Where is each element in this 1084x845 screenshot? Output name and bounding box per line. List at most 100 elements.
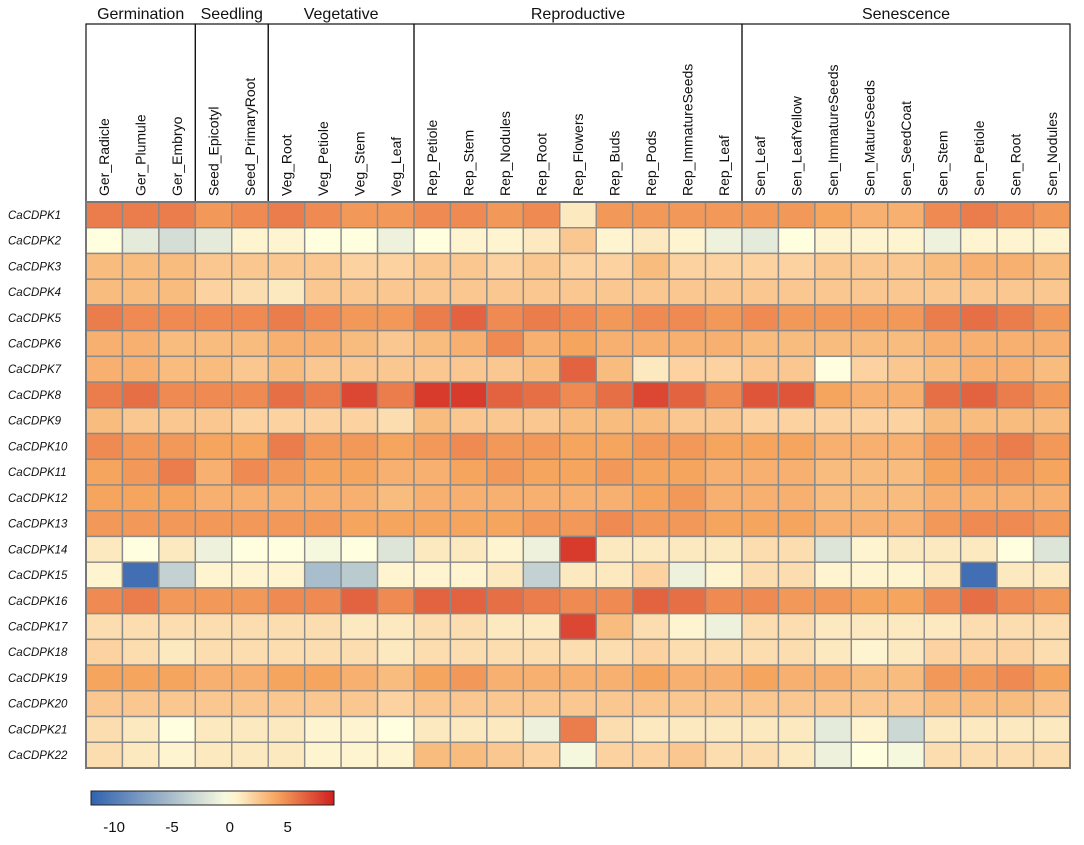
heatmap-cell (522, 741, 561, 769)
heatmap-cell (595, 329, 634, 358)
heatmap-cell (522, 381, 561, 409)
heatmap-cell (777, 458, 816, 486)
heatmap-cell (595, 535, 634, 563)
heatmap-cell (631, 304, 670, 332)
heatmap-cell (340, 510, 379, 538)
heatmap-cell (704, 201, 743, 229)
heatmap-cell (121, 227, 160, 255)
column-label-rep-petiole: Rep_Petiole (424, 120, 440, 196)
heatmap-cell (303, 612, 342, 641)
heatmap-cell (303, 458, 342, 486)
heatmap-cell (486, 458, 525, 486)
heatmap-cell (158, 715, 197, 743)
heatmap-cell (231, 407, 269, 435)
heatmap-cell (814, 407, 853, 435)
heatmap-cell (631, 407, 670, 435)
heatmap-cell (522, 304, 561, 332)
heatmap-cell (376, 278, 415, 306)
heatmap-cell (923, 355, 962, 383)
heatmap-cell (1032, 458, 1071, 486)
heatmap-cell (449, 510, 488, 538)
heatmap-cell (814, 201, 853, 229)
heatmap-cell (85, 741, 124, 769)
heatmap-cell (996, 638, 1035, 666)
heatmap-cell (231, 561, 269, 589)
heatmap-cell (194, 278, 233, 306)
heatmap-cell (741, 561, 780, 589)
stage-group-title-vegetative: Vegetative (304, 6, 379, 23)
heatmap-cell (996, 690, 1035, 718)
heatmap-cell (267, 715, 306, 743)
row-label-cacdpk13: CaCDPK13 (8, 519, 68, 531)
heatmap-cell (158, 227, 197, 255)
heatmap-cell (449, 252, 488, 280)
heatmap-cell (449, 612, 488, 641)
heatmap-cell (777, 612, 816, 641)
heatmap-cell (1032, 407, 1071, 435)
heatmap-cell (996, 484, 1035, 512)
heatmap-cell (814, 715, 853, 743)
row-label-cacdpk9: CaCDPK9 (8, 416, 62, 428)
heatmap-cell (996, 201, 1035, 229)
heatmap-cell (887, 201, 925, 229)
heatmap-cell (887, 535, 925, 563)
heatmap-cell (996, 304, 1035, 332)
heatmap-cell (376, 407, 415, 435)
heatmap-cell (303, 741, 342, 769)
heatmap-cell (267, 329, 306, 358)
column-label-rep-buds: Rep_Buds (606, 131, 622, 196)
column-label-rep-stem: Rep_Stem (461, 130, 477, 196)
heatmap-cell (449, 458, 488, 486)
heatmap-cell (814, 227, 853, 255)
heatmap-cell (559, 535, 597, 563)
heatmap-cell (121, 715, 160, 743)
heatmap-cell (631, 612, 670, 641)
heatmap-cell (668, 535, 707, 563)
heatmap-cell (194, 329, 233, 358)
heatmap-cell (340, 715, 379, 743)
heatmap-cell (996, 535, 1035, 563)
heatmap-cell (741, 432, 780, 460)
heatmap-cell (595, 612, 634, 641)
column-label-seed-primaryroot: Seed_PrimaryRoot (242, 78, 258, 196)
heatmap-cell (777, 304, 816, 332)
heatmap-cell (595, 587, 634, 615)
heatmap-cell (376, 664, 415, 692)
heatmap-cell (158, 329, 197, 358)
heatmap-cell (522, 484, 561, 512)
heatmap-cell (340, 741, 379, 769)
heatmap-cell (959, 690, 998, 718)
heatmap-cell (158, 741, 197, 769)
column-label-sen-immatureseeds: Sen_ImmatureSeeds (825, 64, 841, 196)
heatmap-cell (668, 510, 707, 538)
heatmap-cell (449, 484, 488, 512)
heatmap-cell (486, 329, 525, 358)
heatmap-cell (850, 612, 889, 641)
heatmap-cell (522, 201, 561, 229)
heatmap-cell (631, 458, 670, 486)
heatmap-cell (303, 690, 342, 718)
heatmap-cell (449, 407, 488, 435)
heatmap-cell (267, 304, 306, 332)
heatmap-cell (850, 227, 889, 255)
heatmap-cell (631, 484, 670, 512)
heatmap-cell (340, 278, 379, 306)
heatmap-cell (231, 690, 269, 718)
heatmap-cell (121, 690, 160, 718)
heatmap-cell (85, 381, 124, 409)
heatmap-cell (267, 561, 306, 589)
heatmap-cell (231, 432, 269, 460)
heatmap-cell (959, 381, 998, 409)
row-label-cacdpk15: CaCDPK15 (8, 570, 68, 582)
heatmap-cell (267, 227, 306, 255)
heatmap-cell (887, 561, 925, 589)
heatmap-cell (631, 715, 670, 743)
heatmap-cell (559, 201, 597, 229)
heatmap-cell (340, 355, 379, 383)
heatmap-cell (303, 278, 342, 306)
heatmap-cell (413, 715, 452, 743)
heatmap-cell (668, 201, 707, 229)
heatmap-cell (413, 355, 452, 383)
heatmap-cell (1032, 227, 1071, 255)
heatmap-cell (559, 612, 597, 641)
